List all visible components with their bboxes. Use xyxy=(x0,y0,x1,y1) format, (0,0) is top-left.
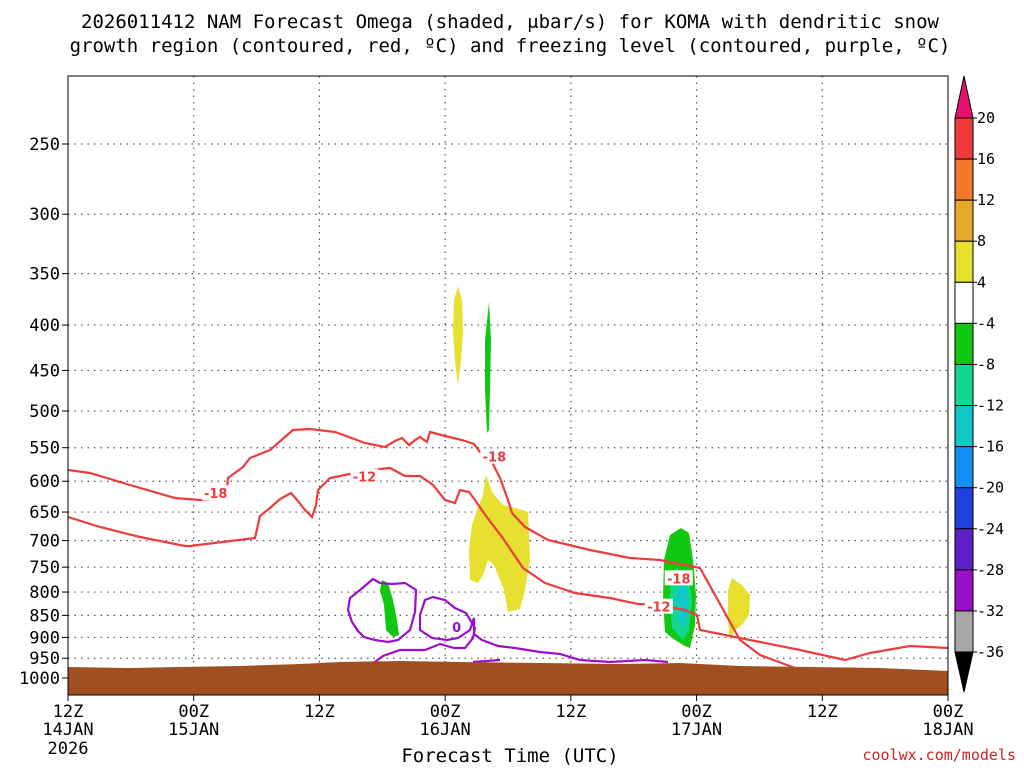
colorbar-swatch xyxy=(954,528,974,571)
cyan-omega-800 xyxy=(676,580,689,628)
y-tick-label: 450 xyxy=(29,361,60,381)
green-omega-850 xyxy=(380,580,399,637)
colorbar-label: -4 xyxy=(977,314,995,332)
colorbar-swatch xyxy=(954,322,974,365)
y-axis: 2503003504004505005506006507007508008509… xyxy=(19,135,68,689)
red-contour-lower xyxy=(67,466,949,662)
x-tick-label-mid: 14JAN xyxy=(42,720,93,740)
y-tick-label: 950 xyxy=(29,649,60,669)
colorbar-swatch xyxy=(954,487,974,530)
colorbar-swatch xyxy=(954,117,974,160)
contour-label: 0 xyxy=(452,621,461,636)
contour-labels: -18 -12 -18 -18 -12 0 xyxy=(201,448,693,636)
colorbar-label: 12 xyxy=(977,191,995,209)
colorbar-label: -36 xyxy=(977,643,1004,661)
contour-label: -12 xyxy=(647,601,671,616)
colorbar-label: -32 xyxy=(977,602,1004,620)
colorbar-swatch xyxy=(954,240,974,283)
plot-border xyxy=(67,75,949,696)
y-tick-label: 600 xyxy=(29,472,60,492)
colorbar-swatch xyxy=(954,610,974,653)
colorbar-swatch xyxy=(954,405,974,448)
chart-title-line2: growth region (contoured, red, ºC) and f… xyxy=(70,35,951,57)
y-tick-label: 750 xyxy=(29,558,60,578)
x-tick-label-mid: 17JAN xyxy=(671,720,722,740)
y-tick-label: 700 xyxy=(29,532,60,552)
colorbar-label: -24 xyxy=(977,520,1004,538)
y-tick-label: 800 xyxy=(29,583,60,603)
purple-contour-small xyxy=(472,658,501,664)
y-tick-label: 650 xyxy=(29,503,60,523)
y-tick-label: 500 xyxy=(29,402,60,422)
y-tick-label: 250 xyxy=(29,135,60,155)
omega-shading xyxy=(380,286,750,648)
y-tick-label: 850 xyxy=(29,606,60,626)
x-tick-label-top: 00Z xyxy=(430,702,461,722)
colorbar-label: 8 xyxy=(977,232,986,250)
x-tick-label-mid: 18JAN xyxy=(922,720,973,740)
yellow-omega-820 xyxy=(728,578,750,640)
colorbar-swatch xyxy=(954,446,974,489)
colorbar-swatch xyxy=(954,199,974,242)
x-tick-label-top: 00Z xyxy=(681,702,712,722)
contour-label-bg xyxy=(664,570,693,586)
chart-title-line1: 2026011412 NAM Forecast Omega (shaded, μ… xyxy=(81,11,939,33)
x-tick-label-top: 12Z xyxy=(304,702,335,722)
colorbar-swatch xyxy=(954,281,974,324)
y-tick-label: 400 xyxy=(29,316,60,336)
colorbar-top-arrow xyxy=(954,75,974,119)
purple-contour-main xyxy=(371,595,669,665)
freezing-level-contours xyxy=(346,577,669,665)
colorbar-label: 16 xyxy=(977,150,995,168)
contour-label-bg xyxy=(201,485,230,501)
x-tick-label-top: 00Z xyxy=(178,702,209,722)
contour-label-bg xyxy=(644,598,673,614)
contour-label-bg xyxy=(350,468,379,484)
colorbar-swatch xyxy=(954,569,974,612)
x-tick-label-top: 12Z xyxy=(807,702,838,722)
dendritic-contours xyxy=(67,427,949,670)
x-axis-label: Forecast Time (UTC) xyxy=(401,745,618,767)
x-tick-label-top: 12Z xyxy=(555,702,586,722)
colorbar-label: -12 xyxy=(977,397,1004,415)
colorbar-label: -28 xyxy=(977,561,1004,579)
y-tick-label: 350 xyxy=(29,265,60,285)
y-tick-label: 300 xyxy=(29,205,60,225)
plot-area: -18 -12 -18 -18 -12 0 xyxy=(67,75,949,696)
yellow-omega-700 xyxy=(469,475,530,612)
colorbar-label: 4 xyxy=(977,273,986,291)
contour-label: -18 xyxy=(667,572,691,587)
x-tick-label-bottom: 2026 xyxy=(48,739,89,759)
y-tick-label: 550 xyxy=(29,439,60,459)
contour-label-bg xyxy=(480,448,509,464)
x-tick-label-mid: 15JAN xyxy=(168,720,219,740)
y-tick-label: 1000 xyxy=(19,669,60,689)
terrain-surface xyxy=(68,661,948,695)
contour-label-bg xyxy=(450,619,463,635)
y-tick-label: 900 xyxy=(29,628,60,648)
colorbar-swatch xyxy=(954,363,974,407)
x-tick-label-top: 00Z xyxy=(933,702,964,722)
x-tick-label-mid: 16JAN xyxy=(420,720,471,740)
red-contour-upper xyxy=(67,427,796,670)
colorbar: 20 16 12 8 4 -4 -8 -12 -16 -20 -24 -28 -32 -36 xyxy=(954,75,1004,693)
credit-text: coolwx.com/models xyxy=(862,746,1016,764)
colorbar-label: 20 xyxy=(977,109,995,127)
colorbar-label: -8 xyxy=(977,355,995,373)
purple-contour-loop xyxy=(346,577,418,644)
yellow-omega-400 xyxy=(453,286,463,384)
colorbar-label: -16 xyxy=(977,438,1004,456)
colorbar-bottom-arrow xyxy=(954,651,974,693)
contour-label: -18 xyxy=(483,451,507,466)
x-tick-label-top: 12Z xyxy=(53,702,84,722)
contour-label: -18 xyxy=(204,487,228,502)
contour-label: -12 xyxy=(353,471,377,486)
green-omega-400 xyxy=(485,302,491,433)
colorbar-label: -20 xyxy=(977,479,1004,497)
colorbar-swatch xyxy=(954,158,974,201)
